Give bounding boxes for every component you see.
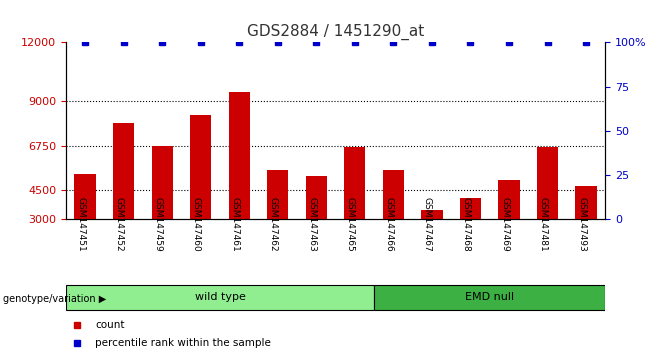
Bar bbox=[66, 285, 374, 310]
Text: GSM147493: GSM147493 bbox=[577, 197, 586, 252]
Text: GSM147452: GSM147452 bbox=[114, 197, 124, 252]
Bar bbox=[421, 210, 443, 219]
Text: genotype/variation ▶: genotype/variation ▶ bbox=[3, 294, 107, 304]
Text: GSM147451: GSM147451 bbox=[76, 197, 85, 252]
Bar bbox=[498, 180, 520, 219]
Text: count: count bbox=[95, 320, 125, 330]
Text: GSM147462: GSM147462 bbox=[268, 197, 278, 252]
Bar bbox=[383, 170, 404, 219]
Bar bbox=[537, 147, 558, 219]
Text: GSM147469: GSM147469 bbox=[500, 197, 509, 252]
Bar bbox=[374, 285, 605, 310]
Bar bbox=[576, 186, 597, 219]
Bar bbox=[460, 198, 481, 219]
Text: GSM147468: GSM147468 bbox=[461, 197, 470, 252]
Title: GDS2884 / 1451290_at: GDS2884 / 1451290_at bbox=[247, 23, 424, 40]
Text: GSM147463: GSM147463 bbox=[307, 197, 316, 252]
Bar bbox=[267, 170, 288, 219]
Text: GSM147481: GSM147481 bbox=[538, 197, 547, 252]
Bar bbox=[228, 92, 250, 219]
Bar bbox=[344, 147, 365, 219]
Bar bbox=[74, 174, 95, 219]
Text: GSM147461: GSM147461 bbox=[230, 197, 240, 252]
Bar bbox=[190, 115, 211, 219]
Text: percentile rank within the sample: percentile rank within the sample bbox=[95, 338, 271, 348]
Bar bbox=[306, 176, 327, 219]
Text: GSM147466: GSM147466 bbox=[384, 197, 393, 252]
Text: GSM147465: GSM147465 bbox=[346, 197, 355, 252]
Text: GSM147467: GSM147467 bbox=[423, 197, 432, 252]
Bar bbox=[151, 146, 173, 219]
Text: wild type: wild type bbox=[195, 292, 245, 302]
Bar bbox=[113, 123, 134, 219]
Text: GSM147460: GSM147460 bbox=[191, 197, 201, 252]
Text: EMD null: EMD null bbox=[465, 292, 515, 302]
Text: GSM147459: GSM147459 bbox=[153, 197, 162, 252]
